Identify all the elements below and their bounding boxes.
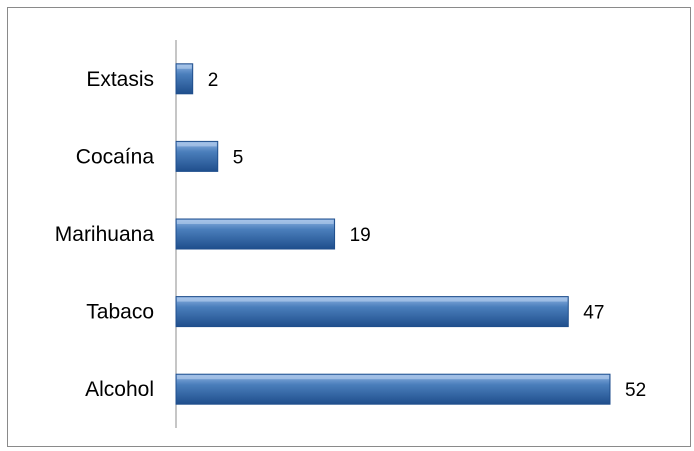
- category-label-extasis: Extasis: [86, 68, 154, 91]
- bar-extasis: [175, 63, 194, 95]
- category-labels: Extasis Cocaína Marihuana Tabaco Alcohol: [55, 68, 155, 401]
- category-label-tabaco: Tabaco: [86, 301, 154, 324]
- value-labels: 2 5 19 47 52: [208, 70, 646, 401]
- value-label-tabaco: 47: [583, 303, 604, 324]
- bar-highlight-tabaco: [177, 297, 568, 302]
- bar-highlight-cocaina: [177, 142, 217, 147]
- bars-group: [175, 63, 611, 405]
- value-label-marihuana: 19: [350, 225, 371, 246]
- category-label-marihuana: Marihuana: [55, 223, 155, 246]
- bar-highlight-extasis: [177, 64, 192, 69]
- chart-frame: [7, 7, 691, 447]
- category-label-cocaina: Cocaína: [76, 145, 155, 168]
- value-label-extasis: 2: [208, 70, 219, 91]
- value-label-cocaina: 5: [233, 147, 244, 168]
- bar-highlight-alcohol: [177, 375, 609, 380]
- category-label-alcohol: Alcohol: [85, 378, 154, 401]
- value-label-alcohol: 52: [625, 380, 646, 401]
- bar-highlight-marihuana: [177, 220, 334, 224]
